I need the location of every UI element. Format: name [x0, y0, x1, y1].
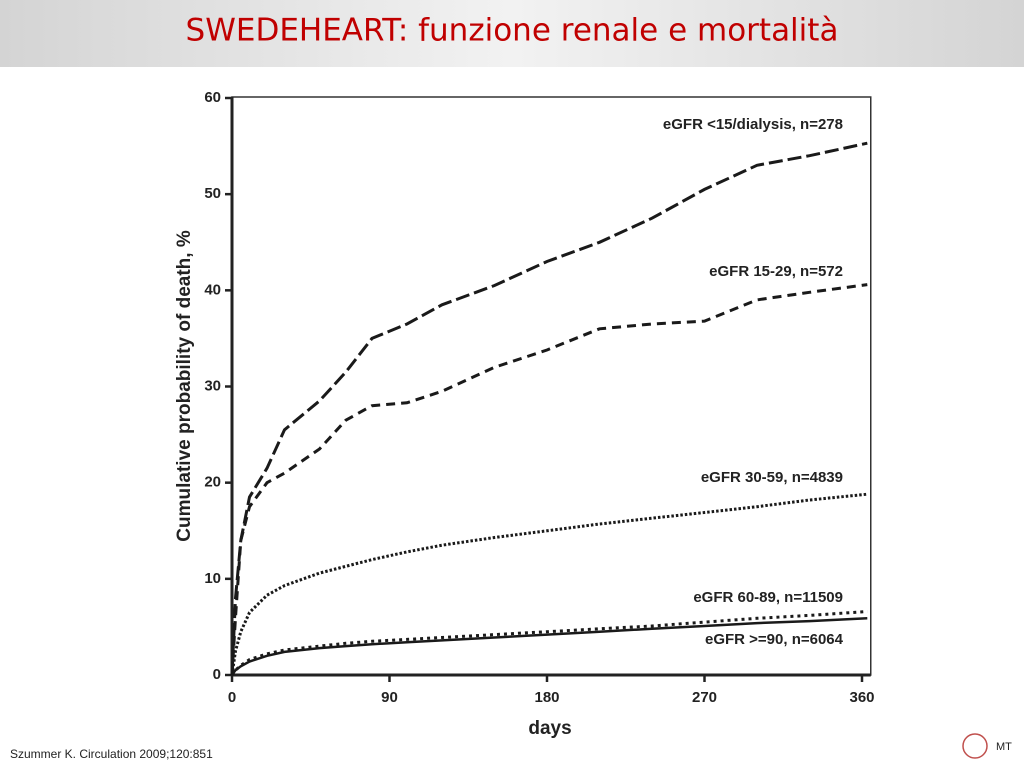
series-label: eGFR 15-29, n=572 [709, 263, 843, 280]
y-tick-label: 0 [213, 666, 221, 683]
y-tick-label: 40 [204, 281, 221, 298]
logo-mark [962, 733, 988, 759]
y-tick-label: 50 [204, 185, 221, 202]
series-line [230, 141, 868, 676]
slide-title: SWEDEHEART: funzione renale e mortalità [186, 13, 839, 49]
series-line [230, 492, 868, 676]
y-tick-label: 60 [204, 89, 221, 106]
x-tick-label: 180 [534, 689, 559, 706]
x-tick-label: 0 [228, 689, 236, 706]
series-line [230, 610, 868, 676]
series-label: eGFR <15/dialysis, n=278 [663, 116, 843, 133]
y-tick-label: 20 [204, 474, 221, 491]
series-label: eGFR 30-59, n=4839 [701, 469, 843, 486]
y-tick-label: 10 [204, 570, 221, 587]
series-label: eGFR >=90, n=6064 [705, 631, 844, 648]
y-axis-label: Cumulative probability of death, % [174, 230, 195, 542]
footnote: Szummer K. Circulation 2009;120:851 [10, 747, 213, 761]
x-tick-label: 360 [849, 689, 874, 706]
series-label: eGFR 60-89, n=11509 [693, 589, 843, 606]
title-bar [0, 0, 1024, 67]
y-tick-label: 30 [204, 377, 221, 394]
series-line [230, 617, 868, 676]
logo-text: MT [996, 741, 1012, 753]
x-axis-label: days [528, 718, 571, 739]
series-line [230, 283, 868, 676]
x-tick-label: 90 [381, 689, 398, 706]
x-tick-label: 270 [692, 689, 717, 706]
